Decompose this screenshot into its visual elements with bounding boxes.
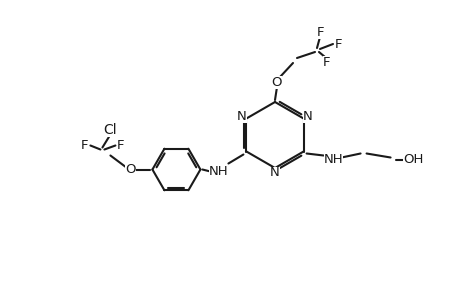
Text: F: F <box>335 38 342 50</box>
Text: N: N <box>302 110 312 122</box>
Text: O: O <box>271 76 282 88</box>
Text: N: N <box>237 110 246 122</box>
Text: F: F <box>323 56 330 68</box>
Text: F: F <box>80 139 88 152</box>
Text: OH: OH <box>403 153 423 166</box>
Text: NH: NH <box>323 153 343 166</box>
Text: F: F <box>317 26 324 38</box>
Text: O: O <box>125 163 135 176</box>
Text: NH: NH <box>208 165 228 178</box>
Text: Cl: Cl <box>103 122 117 136</box>
Text: N: N <box>269 167 279 179</box>
Text: F: F <box>117 139 124 152</box>
